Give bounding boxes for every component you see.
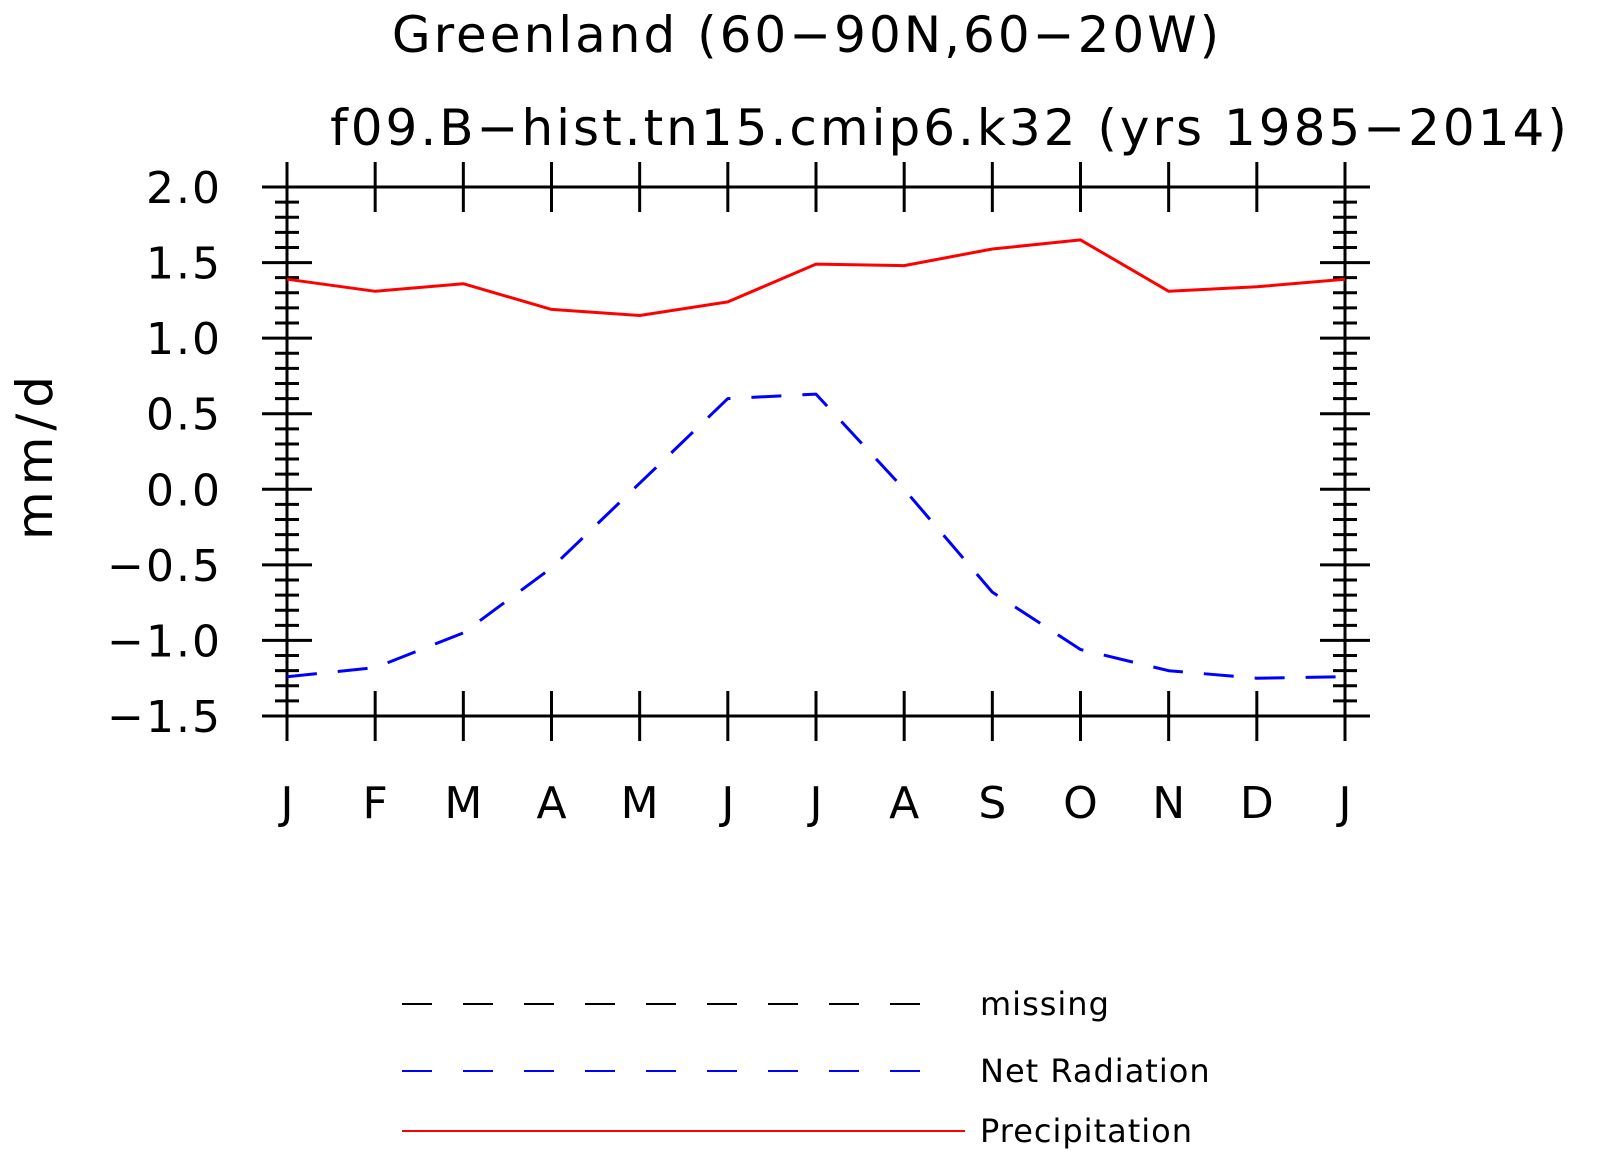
x-tick-label: M [621, 778, 659, 829]
chart-title: Greenland (60−90N,60−20W) [392, 6, 1222, 64]
x-tick-label: S [978, 778, 1006, 829]
y-tick-label: 1.5 [146, 239, 222, 290]
series-line-precipitation [286, 238, 1346, 317]
y-tick-label: 1.0 [146, 314, 222, 365]
x-tick-label: F [363, 778, 388, 829]
x-tick-label: A [536, 778, 566, 829]
series-line-net-radiation [286, 392, 1346, 680]
x-tick-label: D [1240, 778, 1274, 829]
y-tick-label: 0.0 [146, 465, 222, 516]
y-tick-label: −0.5 [107, 541, 222, 592]
x-tick-label: N [1152, 778, 1185, 829]
series-layer [286, 238, 1346, 680]
x-tick-label: O [1063, 778, 1098, 829]
legend-label: Net Radiation [980, 1052, 1211, 1090]
x-tick-label: A [889, 778, 919, 829]
chart-subtitle: f09.B−hist.tn15.cmip6.k32 (yrs 1985−2014… [330, 99, 1570, 157]
y-axis-title: mm/d [6, 370, 64, 540]
legend-label: missing [980, 985, 1110, 1023]
plot-frame [285, 185, 1347, 718]
y-tick-label: 0.5 [146, 390, 222, 441]
y-tick-label: −1.0 [107, 616, 222, 667]
y-tick-label: −1.5 [107, 692, 222, 743]
legend: missing Net Radiation Precipitation [402, 985, 1211, 1150]
legend-label: Precipitation [980, 1112, 1193, 1150]
y-tick-label: 2.0 [146, 163, 222, 214]
x-tick-label: J [807, 778, 823, 829]
x-tick-label: M [444, 778, 482, 829]
x-tick-label: J [1336, 778, 1352, 829]
x-tick-label: J [718, 778, 734, 829]
axes: 2.0 1.5 1.0 0.5 0.0 −0.5 −1.0 −1.5 J F M A M J J A S O N D J [107, 162, 1370, 829]
x-tick-label: J [278, 778, 294, 829]
